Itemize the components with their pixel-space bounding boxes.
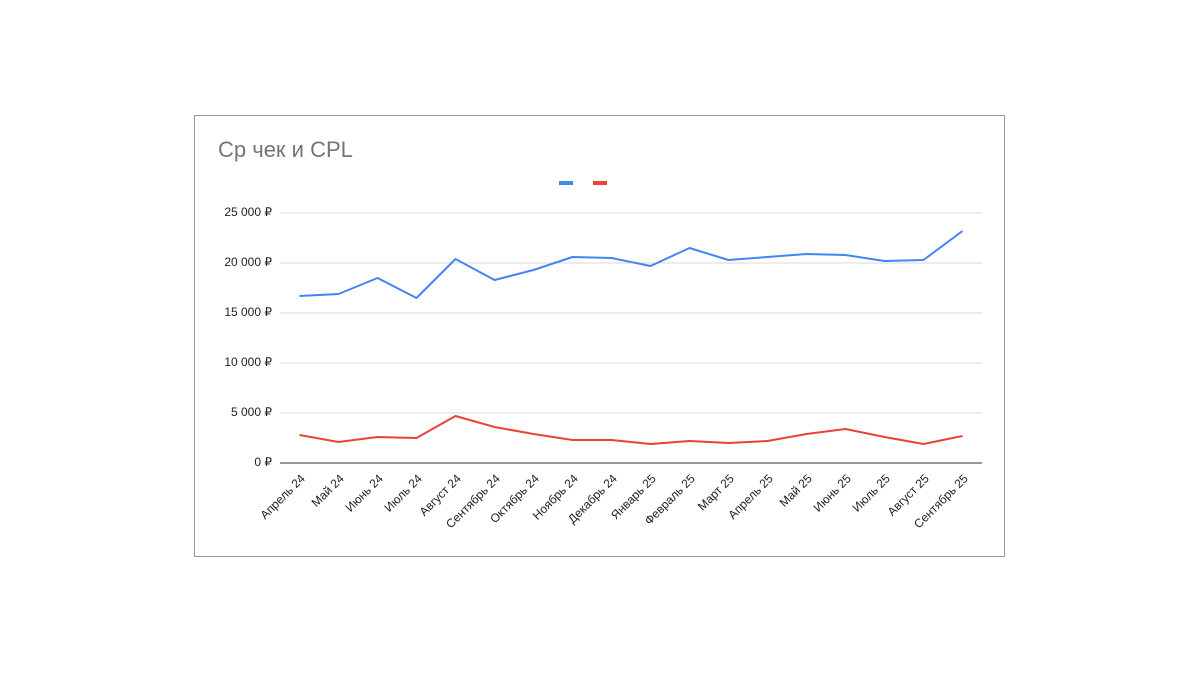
y-tick-label: 5 000 ₽	[231, 405, 272, 419]
series-line	[299, 230, 964, 299]
y-tick-label: 25 000 ₽	[224, 205, 272, 219]
chart-title: Ср чек и CPL	[218, 137, 353, 162]
y-tick-label: 0 ₽	[254, 455, 272, 469]
chart-frame	[194, 115, 1005, 557]
y-tick-label: 15 000 ₽	[224, 305, 272, 319]
series-line	[299, 415, 963, 445]
y-tick-label: 10 000 ₽	[224, 355, 272, 369]
y-tick-label: 20 000 ₽	[224, 255, 272, 269]
